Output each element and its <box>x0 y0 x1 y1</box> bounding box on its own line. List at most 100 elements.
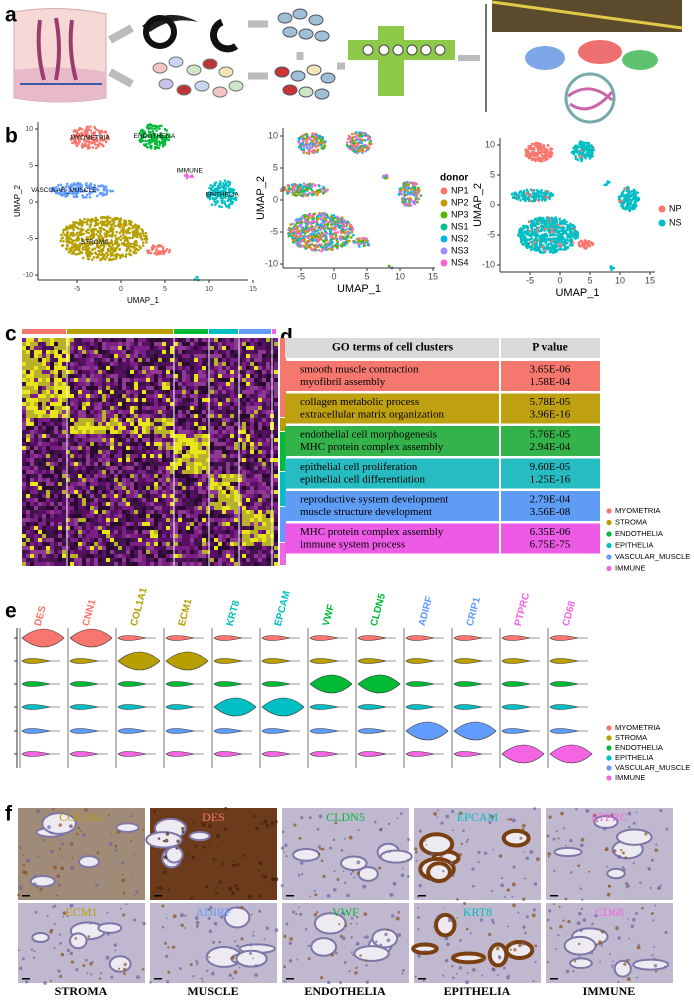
heatmap-cell <box>46 406 50 410</box>
cell-point <box>91 146 95 149</box>
heatmap-cell <box>114 370 118 374</box>
cell-point <box>311 230 314 234</box>
cell-point <box>519 234 523 238</box>
heatmap-cell <box>226 386 230 390</box>
cell-point <box>530 156 533 160</box>
cell-point <box>69 233 73 237</box>
heatmap-cell <box>190 406 194 410</box>
heatmap-cell <box>222 362 226 366</box>
heatmap-cell <box>170 346 174 350</box>
cell-point <box>296 227 299 231</box>
cell-point <box>75 144 79 148</box>
heatmap-cell <box>170 410 174 414</box>
heatmap-cell <box>218 406 222 410</box>
heatmap-cell <box>134 410 138 414</box>
heatmap-cell <box>154 370 158 374</box>
heatmap-cell <box>246 406 250 410</box>
heatmap-cell <box>122 362 126 366</box>
cell-point <box>61 230 65 234</box>
heatmap-cell <box>202 338 206 342</box>
cell-point <box>634 202 637 206</box>
cell-point <box>578 240 582 244</box>
cell-point <box>511 192 515 196</box>
cell-point <box>140 237 143 240</box>
cell-point <box>74 253 78 256</box>
cell-point <box>221 201 224 205</box>
heatmap-cell <box>90 366 94 370</box>
heatmap-cell <box>22 382 26 386</box>
cell-point <box>556 248 559 252</box>
cell-point <box>227 198 230 202</box>
heatmap-cell <box>30 350 34 354</box>
cell-point <box>142 136 145 139</box>
heatmap-cell <box>174 370 178 374</box>
heatmap-cell <box>126 390 130 394</box>
heatmap-cell <box>166 402 170 406</box>
cell-point <box>404 200 407 204</box>
heatmap-cell <box>170 402 174 406</box>
cell-point <box>54 186 58 189</box>
heatmap-cell <box>90 370 94 374</box>
heatmap-cell <box>110 406 114 410</box>
cell-point <box>314 190 317 194</box>
cell-point <box>183 174 187 177</box>
heatmap-cell <box>230 374 234 378</box>
cell-point <box>232 188 236 192</box>
heatmap-cell <box>162 414 166 418</box>
cell-point <box>142 234 146 238</box>
cell-point <box>85 193 89 197</box>
cell-point <box>344 237 348 241</box>
cell-point <box>546 190 550 193</box>
cell-point <box>95 128 98 132</box>
cell-point <box>345 220 348 224</box>
heatmap-cell <box>130 346 134 350</box>
heatmap-cell <box>42 394 46 398</box>
heatmap-cell <box>86 410 90 414</box>
heatmap-cell <box>46 342 50 346</box>
heatmap-cell <box>254 382 258 386</box>
heatmap-cell <box>50 358 54 362</box>
heatmap-cell <box>218 394 222 398</box>
heatmap-cell <box>158 362 162 366</box>
cell-point <box>537 151 541 155</box>
cell-point <box>135 232 139 236</box>
cell-point <box>144 144 147 147</box>
heatmap-cell <box>50 366 54 370</box>
heatmap-cell <box>102 394 106 398</box>
cell-point <box>302 150 305 154</box>
heatmap-cell <box>266 354 270 358</box>
heatmap-cell <box>230 370 234 374</box>
heatmap-cell <box>210 366 214 370</box>
heatmap-cell <box>242 382 246 386</box>
cell-point <box>71 240 74 244</box>
heatmap-cell <box>190 362 194 366</box>
heatmap-cell <box>214 362 218 366</box>
cell-point <box>633 194 637 198</box>
cell-point <box>329 238 333 242</box>
cell-point <box>358 131 362 134</box>
heatmap-cell <box>242 386 246 390</box>
heatmap-cell <box>214 370 218 374</box>
cell-point <box>576 158 580 162</box>
cell-point <box>292 188 296 191</box>
cell-point <box>334 232 337 235</box>
cell-point <box>307 186 311 190</box>
heatmap-cell <box>50 350 54 354</box>
heatmap-cell <box>34 382 38 386</box>
heatmap-cell <box>78 382 82 386</box>
cell-point <box>158 141 162 145</box>
heatmap-cell <box>262 338 266 342</box>
cell-point <box>366 243 370 246</box>
heatmap-cell <box>86 406 90 410</box>
heatmap-cell <box>254 402 258 406</box>
heatmap-cell <box>46 414 50 418</box>
cell-point <box>94 221 98 224</box>
heatmap-cell <box>54 366 58 370</box>
heatmap-cell <box>162 354 166 358</box>
cell-point <box>553 221 557 225</box>
heatmap-cell <box>242 378 246 382</box>
cell-point <box>84 229 88 233</box>
cell-point <box>141 232 145 235</box>
heatmap-cell <box>54 382 58 386</box>
heatmap-cell <box>234 394 238 398</box>
